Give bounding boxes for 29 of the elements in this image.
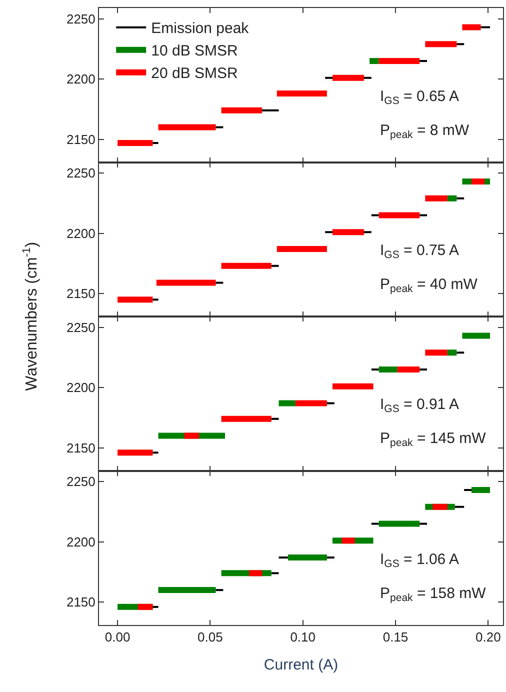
y-tick-label: 2250 — [66, 166, 96, 181]
legend-label: 10 dB SMSR — [151, 42, 238, 60]
x-tick-label: 0.15 — [382, 630, 408, 645]
annotation: P$_{peak}$ = 8 mW — [380, 122, 470, 142]
y-tick-label: 2200 — [66, 226, 96, 241]
annotation: P$_{peak}$ = 145 mW — [380, 430, 487, 450]
x-tick-label: 0.10 — [290, 630, 316, 645]
x-tick-label: 0.05 — [198, 630, 223, 645]
annotation: I$_{GS}$ = 0.91 A — [380, 396, 459, 416]
annotation: I$_{GS}$ = 0.65 A — [380, 88, 459, 108]
x-axis-title: Current (A) — [264, 656, 338, 674]
annotation: I$_{GS}$ = 1.06 A — [380, 551, 459, 570]
x-tick-label: 0.20 — [476, 630, 501, 645]
y-tick-label: 2200 — [66, 380, 96, 396]
annotation: I$_{GS}$ = 0.75 A — [380, 242, 459, 262]
annotation: P$_{peak}$ = 158 mW — [380, 585, 487, 604]
y-tick-label: 2150 — [66, 132, 96, 147]
y-tick-label: 2150 — [66, 286, 96, 302]
x-tick-label: 0.00 — [104, 630, 130, 645]
legend-label: Emission peak — [151, 20, 250, 38]
annotation: P$_{peak}$ = 40 mW — [380, 276, 478, 296]
y-tick-label: 2250 — [66, 320, 96, 335]
y-tick-label: 2150 — [66, 594, 96, 610]
y-tick-label: 2150 — [66, 440, 96, 456]
y-tick-label: 2200 — [66, 72, 96, 87]
y-tick-label: 2250 — [66, 11, 96, 26]
y-tick-label: 2200 — [66, 534, 96, 550]
y-tick-label: 2250 — [66, 474, 96, 490]
legend-label: 20 dB SMSR — [151, 65, 238, 82]
